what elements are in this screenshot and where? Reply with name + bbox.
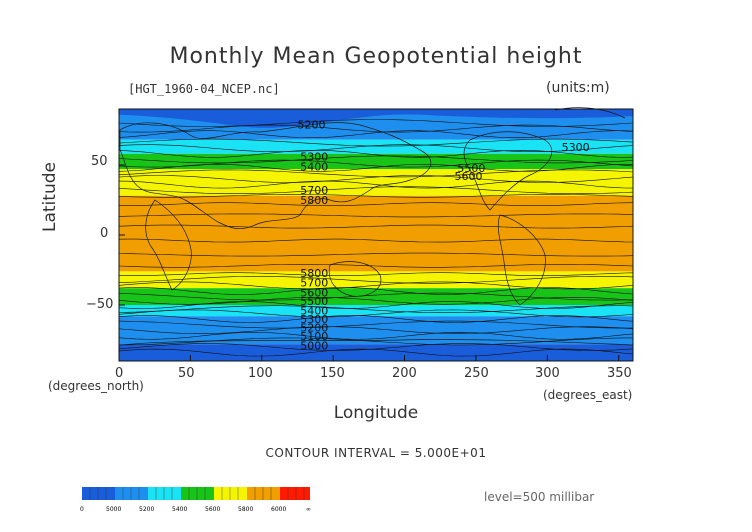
contour-label: 5500 [300, 295, 328, 308]
colorbar-swatch-5 [214, 487, 247, 500]
contour-label: 5700 [300, 277, 328, 290]
contour-band [119, 139, 633, 154]
x-unit-note: (degrees_east) [543, 388, 633, 402]
contour-band [119, 153, 633, 170]
file-label: [HGT_1960-04_NCEP.nc] [128, 82, 280, 96]
chart-title: Monthly Mean Geopotential height [169, 44, 583, 69]
contour-line [118, 213, 634, 218]
x-axis-label: Longitude [333, 403, 419, 423]
y-tick-0: 0 [100, 226, 109, 241]
units-label: (units:m) [546, 80, 610, 96]
contour-label: 5400 [300, 160, 328, 173]
y-tick-minus50: −50 [86, 297, 114, 312]
colorbar-tick-5400: 5400 [172, 506, 188, 513]
colorbar-swatch-4 [181, 487, 214, 500]
colorbar-swatch-7 [280, 487, 310, 500]
contour-band [119, 271, 633, 289]
polar-low-region [119, 109, 633, 128]
contour-line [118, 149, 634, 158]
contour-line [118, 272, 634, 276]
contour-line [118, 315, 634, 323]
contour-line [118, 287, 634, 295]
colorbar-tick-0: 0 [80, 506, 84, 513]
contour-line [118, 320, 633, 329]
contour-line [118, 224, 634, 229]
contour-label: 5600 [300, 286, 328, 299]
contour-band [119, 288, 633, 305]
contour-label: 5700 [300, 184, 328, 197]
x-tick-0: 0 [115, 366, 124, 381]
coastlines [119, 107, 634, 346]
contour-label: 5300 [562, 141, 590, 154]
contour-line [118, 343, 634, 351]
contour-label: 5300 [300, 313, 328, 326]
x-tick-200: 200 [392, 366, 417, 381]
contour-line [118, 155, 634, 164]
contour-label: 5000 [300, 340, 328, 353]
contour-line [118, 169, 634, 178]
contour-label: 5800 [300, 194, 328, 207]
colorbar-swatch-3 [148, 487, 181, 500]
contour-line [119, 202, 634, 206]
contour-line [118, 337, 633, 346]
colorbar-tick-5200: 5200 [139, 506, 155, 513]
contour-bands [119, 109, 633, 361]
contour-label: 5100 [300, 330, 328, 343]
x-tick-250: 250 [464, 366, 489, 381]
colorbar-tick-5000: 5000 [106, 506, 122, 513]
colorbar [82, 487, 310, 500]
contour-label: 5500 [457, 162, 485, 175]
contour-line [118, 180, 634, 189]
contour-line [118, 348, 634, 357]
colorbar-tick-6000: 6000 [271, 506, 287, 513]
colorbar-swatch-1 [82, 487, 115, 500]
contour-line [118, 124, 634, 133]
contour-band [119, 316, 633, 345]
contour-line [118, 175, 634, 183]
colorbar-swatch-2 [115, 487, 148, 500]
contour-line [118, 305, 634, 313]
contour-interval: CONTOUR INTERVAL = 5.000E+01 [265, 446, 487, 460]
x-tick-350: 350 [607, 366, 632, 381]
x-tick-150: 150 [320, 366, 345, 381]
contour-line [118, 194, 634, 198]
x-tick-300: 300 [535, 366, 560, 381]
contour-label: 5400 [300, 305, 328, 318]
contour-line [118, 331, 634, 340]
x-tick-100: 100 [248, 366, 273, 381]
contour-band [119, 305, 633, 317]
y-tick-50: 50 [91, 154, 108, 169]
contour-line [118, 281, 634, 290]
level-label: level=500 millibar [484, 490, 595, 504]
contour-band [119, 195, 633, 272]
contour-band [119, 344, 633, 361]
contour-label: 5600 [455, 170, 483, 183]
contour-line [118, 130, 634, 138]
contour-label: 5800 [300, 267, 328, 280]
contour-line [118, 186, 634, 194]
colorbar-tick-5800: 5800 [238, 506, 254, 513]
contour-label: 5200 [298, 118, 326, 131]
x-tick-50: 50 [178, 366, 195, 381]
contour-lines [118, 119, 634, 357]
colorbar-swatch-6 [247, 487, 280, 500]
colorbar-tick-5600: 5600 [205, 506, 221, 513]
colorbar-tick-inf: ∞ [306, 506, 311, 513]
contour-line [118, 138, 634, 147]
contour-label: 5300 [300, 151, 328, 164]
contour-line [118, 252, 634, 257]
contour-label: 5200 [300, 321, 328, 334]
contour-line [118, 264, 634, 268]
contour-line [118, 119, 634, 127]
contour-line [118, 326, 634, 334]
y-unit-note: (degrees_north) [48, 379, 144, 393]
contour-line [118, 276, 634, 284]
contour-line [118, 238, 634, 243]
